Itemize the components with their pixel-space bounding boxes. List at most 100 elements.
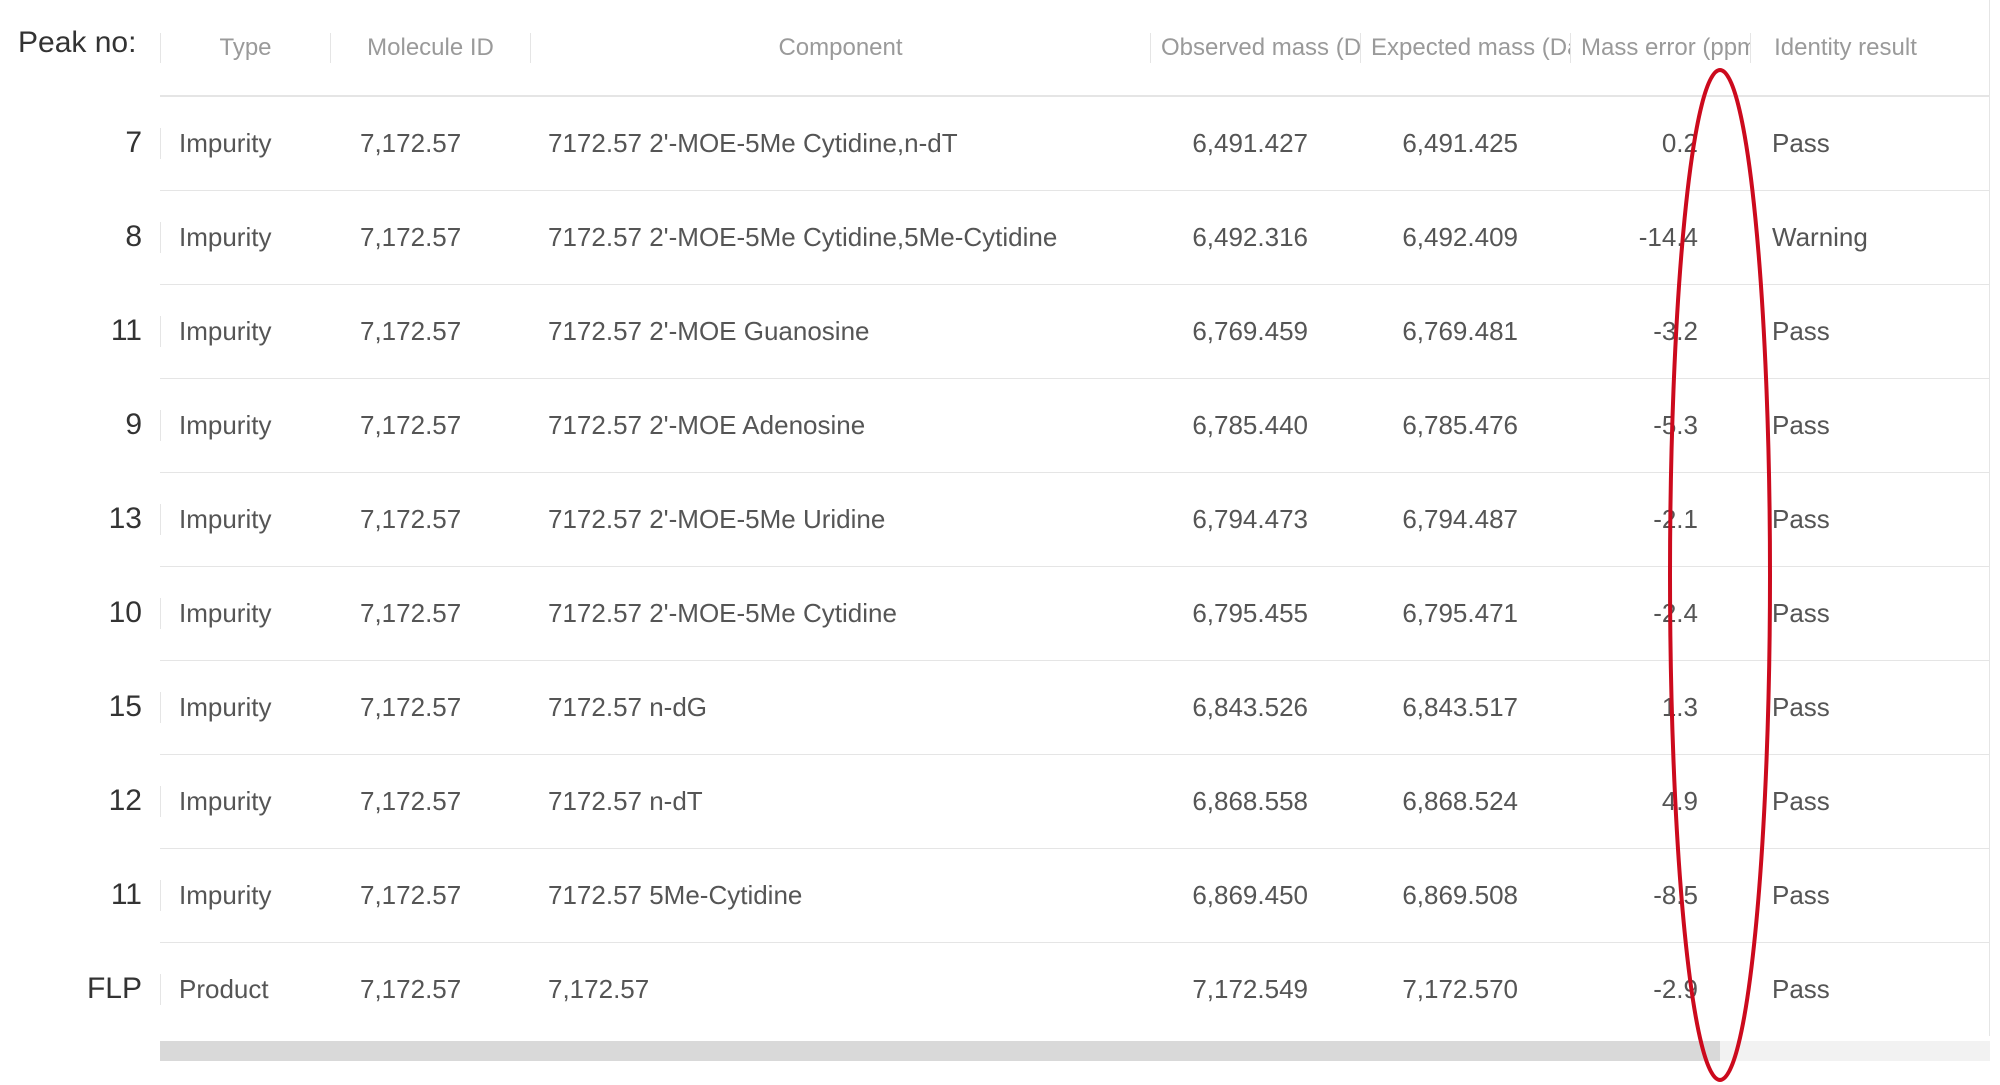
peak-no-column: 7 8 11 9 13 10 15 12 11 FLP — [0, 96, 160, 1036]
cell-result: Warning — [1750, 222, 1940, 253]
cell-result: Pass — [1750, 598, 1940, 629]
cell-component: 7172.57 2'-MOE-5Me Cytidine,n-dT — [530, 128, 1150, 159]
peak-no-cell: 10 — [0, 566, 160, 660]
peak-no-cell: 15 — [0, 660, 160, 754]
cell-result: Pass — [1750, 692, 1940, 723]
col-header-identity[interactable]: Identity result — [1750, 33, 1940, 63]
cell-molecule-id: 7,172.57 — [330, 316, 530, 347]
cell-observed: 6,769.459 — [1150, 316, 1360, 347]
cell-expected: 6,794.487 — [1360, 504, 1570, 535]
peak-no-cell: 13 — [0, 472, 160, 566]
peak-no-cell: 9 — [0, 378, 160, 472]
cell-observed: 6,868.558 — [1150, 786, 1360, 817]
cell-type: Impurity — [160, 504, 330, 535]
cell-mass-error: -2.9 — [1570, 974, 1750, 1005]
cell-observed: 6,795.455 — [1150, 598, 1360, 629]
cell-observed: 6,869.450 — [1150, 880, 1360, 911]
col-header-expected-mass[interactable]: Expected mass (Da) — [1360, 33, 1570, 63]
table-header-row: Type Molecule ID Component Observed mass… — [160, 0, 1990, 96]
cell-molecule-id: 7,172.57 — [330, 974, 530, 1005]
cell-molecule-id: 7,172.57 — [330, 786, 530, 817]
peak-no-cell: FLP — [0, 942, 160, 1036]
cell-component: 7172.57 2'-MOE-5Me Cytidine — [530, 598, 1150, 629]
cell-molecule-id: 7,172.57 — [330, 692, 530, 723]
results-table: Type Molecule ID Component Observed mass… — [160, 0, 1990, 1036]
cell-expected: 6,785.476 — [1360, 410, 1570, 441]
table-row[interactable]: Product 7,172.57 7,172.57 7,172.549 7,17… — [160, 942, 1990, 1036]
cell-result: Pass — [1750, 786, 1940, 817]
cell-component: 7172.57 2'-MOE Adenosine — [530, 410, 1150, 441]
cell-component: 7172.57 2'-MOE Guanosine — [530, 316, 1150, 347]
cell-mass-error: 0.2 — [1570, 128, 1750, 159]
col-header-molecule-id[interactable]: Molecule ID — [330, 33, 530, 63]
cell-result: Pass — [1750, 504, 1940, 535]
table-row[interactable]: Impurity 7,172.57 7172.57 2'-MOE Adenosi… — [160, 378, 1990, 472]
table-row[interactable]: Impurity 7,172.57 7172.57 2'-MOE-5Me Cyt… — [160, 566, 1990, 660]
cell-type: Impurity — [160, 222, 330, 253]
cell-molecule-id: 7,172.57 — [330, 222, 530, 253]
cell-mass-error: 1.3 — [1570, 692, 1750, 723]
table-row[interactable]: Impurity 7,172.57 7172.57 2'-MOE Guanosi… — [160, 284, 1990, 378]
table-row[interactable]: Impurity 7,172.57 7172.57 n-dG 6,843.526… — [160, 660, 1990, 754]
cell-mass-error: -14.4 — [1570, 222, 1750, 253]
horizontal-scrollbar[interactable] — [160, 1041, 1990, 1061]
cell-observed: 6,843.526 — [1150, 692, 1360, 723]
cell-expected: 6,843.517 — [1360, 692, 1570, 723]
cell-molecule-id: 7,172.57 — [330, 410, 530, 441]
cell-result: Pass — [1750, 880, 1940, 911]
cell-type: Impurity — [160, 128, 330, 159]
cell-mass-error: 4.9 — [1570, 786, 1750, 817]
cell-expected: 6,868.524 — [1360, 786, 1570, 817]
peak-no-cell: 8 — [0, 190, 160, 284]
col-header-observed-mass[interactable]: Observed mass (Da) — [1150, 33, 1360, 63]
cell-observed: 6,794.473 — [1150, 504, 1360, 535]
cell-molecule-id: 7,172.57 — [330, 128, 530, 159]
col-header-type[interactable]: Type — [160, 33, 330, 63]
cell-expected: 7,172.570 — [1360, 974, 1570, 1005]
peak-no-cell: 11 — [0, 848, 160, 942]
cell-observed: 6,785.440 — [1150, 410, 1360, 441]
cell-result: Pass — [1750, 410, 1940, 441]
cell-component: 7,172.57 — [530, 974, 1150, 1005]
cell-observed: 6,491.427 — [1150, 128, 1360, 159]
cell-observed: 7,172.549 — [1150, 974, 1360, 1005]
cell-mass-error: -3.2 — [1570, 316, 1750, 347]
cell-type: Impurity — [160, 692, 330, 723]
table-row[interactable]: Impurity 7,172.57 7172.57 2'-MOE-5Me Cyt… — [160, 96, 1990, 190]
table-row[interactable]: Impurity 7,172.57 7172.57 2'-MOE-5Me Uri… — [160, 472, 1990, 566]
cell-type: Impurity — [160, 316, 330, 347]
cell-expected: 6,795.471 — [1360, 598, 1570, 629]
cell-expected: 6,492.409 — [1360, 222, 1570, 253]
peak-no-cell: 7 — [0, 96, 160, 190]
cell-mass-error: -8.5 — [1570, 880, 1750, 911]
cell-mass-error: -2.1 — [1570, 504, 1750, 535]
col-header-mass-error[interactable]: Mass error (ppm) — [1570, 33, 1750, 63]
cell-type: Impurity — [160, 786, 330, 817]
col-header-component[interactable]: Component — [530, 33, 1150, 63]
cell-component: 7172.57 2'-MOE-5Me Cytidine,5Me-Cytidine — [530, 222, 1150, 253]
cell-type: Impurity — [160, 410, 330, 441]
cell-result: Pass — [1750, 974, 1940, 1005]
cell-expected: 6,491.425 — [1360, 128, 1570, 159]
cell-molecule-id: 7,172.57 — [330, 598, 530, 629]
cell-mass-error: -2.4 — [1570, 598, 1750, 629]
peak-no-cell: 12 — [0, 754, 160, 848]
peak-no-cell: 11 — [0, 284, 160, 378]
cell-expected: 6,869.508 — [1360, 880, 1570, 911]
table-row[interactable]: Impurity 7,172.57 7172.57 2'-MOE-5Me Cyt… — [160, 190, 1990, 284]
cell-molecule-id: 7,172.57 — [330, 880, 530, 911]
cell-mass-error: -5.3 — [1570, 410, 1750, 441]
table-row[interactable]: Impurity 7,172.57 7172.57 n-dT 6,868.558… — [160, 754, 1990, 848]
cell-result: Pass — [1750, 316, 1940, 347]
cell-type: Impurity — [160, 598, 330, 629]
scrollbar-thumb[interactable] — [160, 1041, 1720, 1061]
cell-component: 7172.57 5Me-Cytidine — [530, 880, 1150, 911]
cell-observed: 6,492.316 — [1150, 222, 1360, 253]
cell-expected: 6,769.481 — [1360, 316, 1570, 347]
cell-result: Pass — [1750, 128, 1940, 159]
cell-molecule-id: 7,172.57 — [330, 504, 530, 535]
cell-component: 7172.57 n-dT — [530, 786, 1150, 817]
cell-component: 7172.57 2'-MOE-5Me Uridine — [530, 504, 1150, 535]
cell-type: Product — [160, 974, 330, 1005]
table-row[interactable]: Impurity 7,172.57 7172.57 5Me-Cytidine 6… — [160, 848, 1990, 942]
